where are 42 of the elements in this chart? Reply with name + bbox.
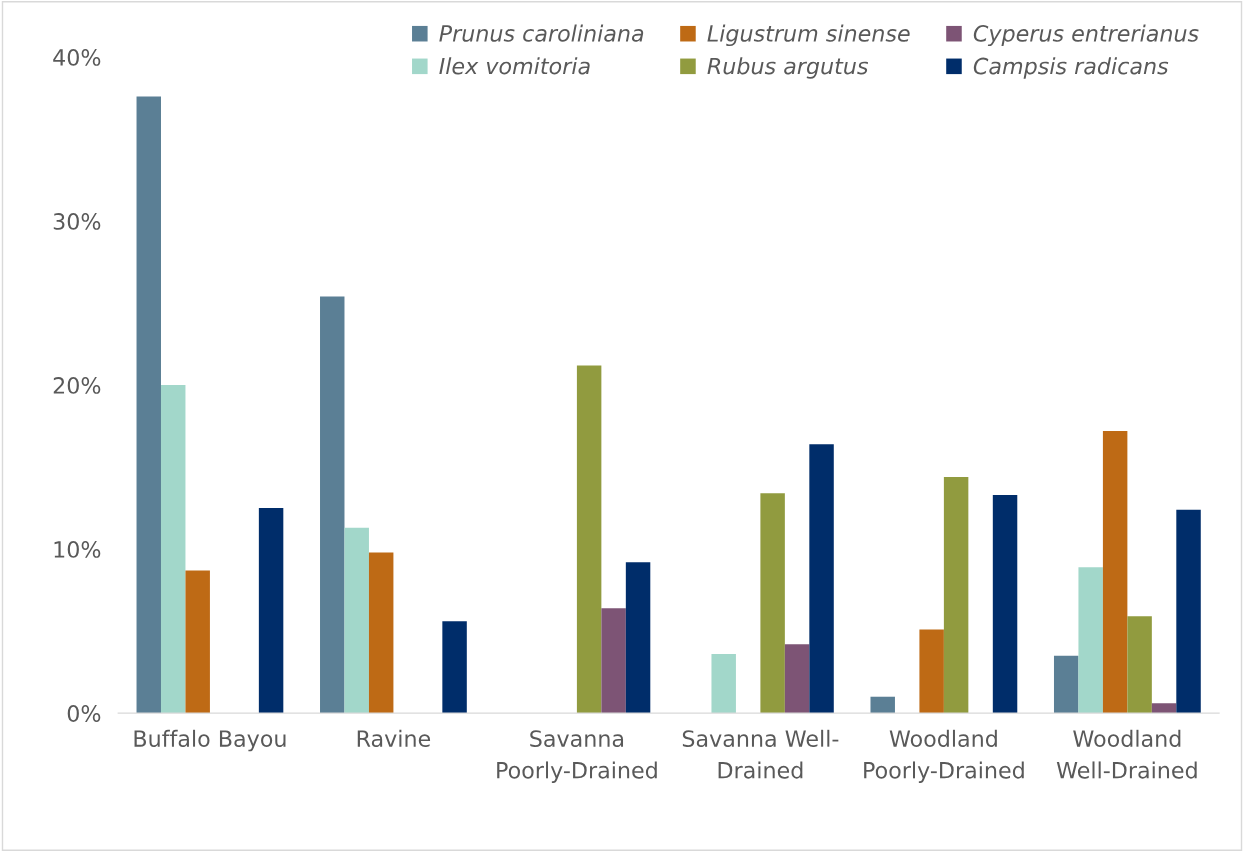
bar (760, 493, 785, 714)
y-tick-label: 30% (53, 213, 101, 230)
y-tick-label: 40% (53, 49, 101, 66)
bar (185, 570, 210, 714)
bar (136, 96, 161, 714)
bar (368, 552, 394, 714)
bar (1053, 655, 1079, 714)
bar (809, 444, 834, 714)
bar (1127, 616, 1152, 714)
bar (258, 508, 284, 714)
legend-label: Prunus caroliniana (439, 24, 644, 42)
bar (711, 654, 736, 714)
bar (1078, 567, 1103, 714)
legend-label: Ligustrum sinense (707, 24, 910, 47)
legend-label: Rubus argutus (707, 57, 869, 79)
x-tick-label: Buffalo Bayou (134, 729, 286, 752)
bar (919, 629, 944, 714)
x-tick-label: Woodland Poorly-Drained (864, 729, 1024, 783)
bar (601, 608, 626, 714)
bar (160, 385, 186, 714)
y-tick-label: 20% (53, 377, 101, 394)
bar (784, 644, 810, 714)
bar (870, 696, 895, 714)
y-tick-label: 0% (67, 705, 101, 722)
legend-label: Cyperus entrerianus (973, 24, 1199, 47)
legend-label: Ilex vomitoria (439, 57, 590, 75)
bar (1102, 431, 1128, 714)
legend-label: Campsis radicans (973, 57, 1169, 79)
x-tick-label: Woodland Well-Drained (1056, 729, 1197, 779)
bar (442, 621, 467, 714)
x-tick-label: Ravine (357, 729, 431, 747)
bar (1176, 509, 1201, 714)
x-tick-label: Savanna Poorly-Drained (497, 730, 657, 783)
bar (320, 296, 345, 714)
bar (992, 494, 1018, 714)
bar (344, 527, 369, 714)
bar (943, 476, 969, 714)
y-tick-label: 10% (54, 541, 101, 558)
x-tick-label: Savanna Well- Drained (682, 729, 839, 779)
bar (576, 365, 602, 714)
bar (1151, 703, 1177, 714)
bar (625, 562, 651, 714)
